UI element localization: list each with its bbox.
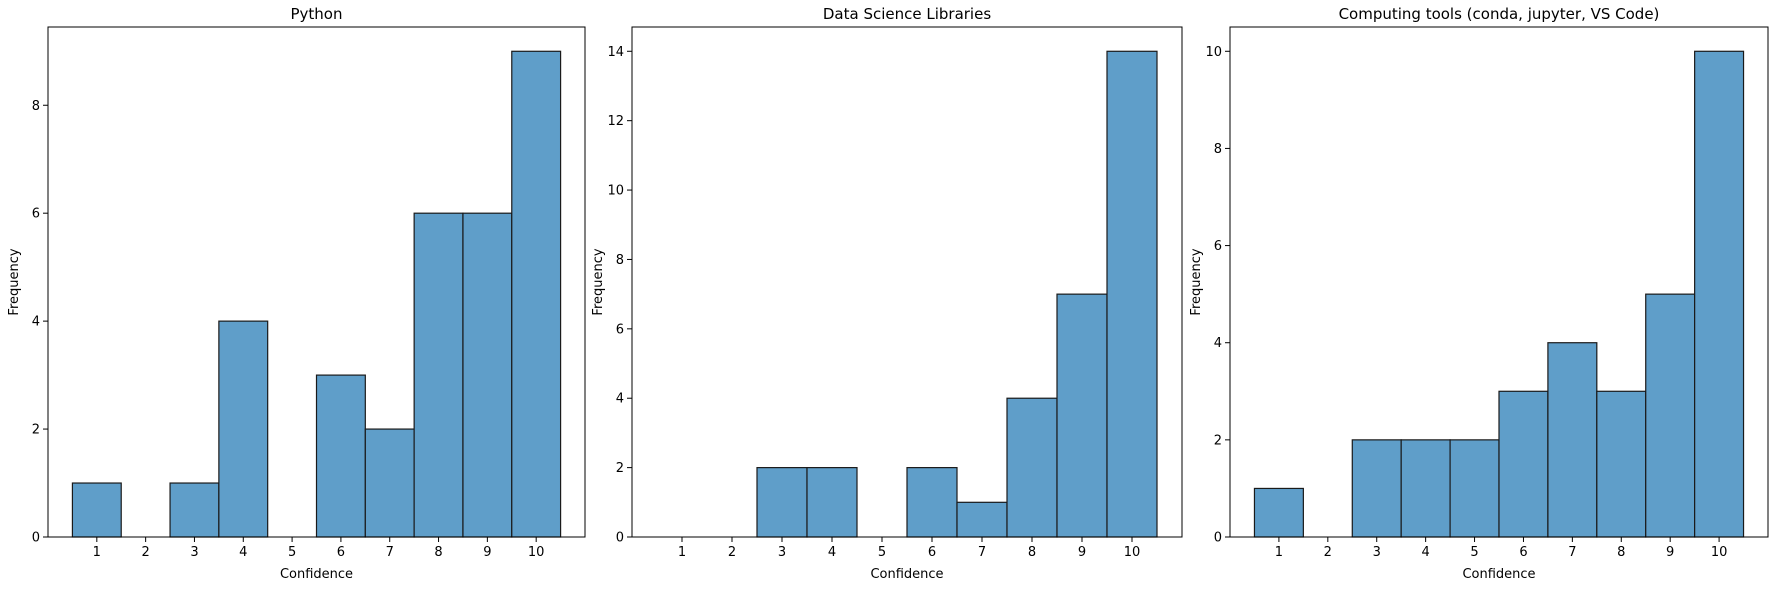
bars xyxy=(1253,50,1745,538)
y-tick-label: 2 xyxy=(616,461,624,476)
x-tick-label: 1 xyxy=(678,545,686,560)
x-tick-label: 7 xyxy=(386,545,394,560)
y-tick-label: 2 xyxy=(32,423,40,438)
x-tick-label: 1 xyxy=(93,545,101,560)
bar-confidence-9 xyxy=(1056,293,1108,538)
x-tick-label: 7 xyxy=(978,545,986,560)
x-tick-label: 6 xyxy=(337,545,345,560)
bar-confidence-3 xyxy=(756,467,808,538)
x-tick-label: 10 xyxy=(1124,545,1141,560)
bar-confidence-7 xyxy=(956,501,1008,538)
x-tick-label: 9 xyxy=(1666,545,1674,560)
bar-confidence-4 xyxy=(806,467,858,538)
y-tick-label: 8 xyxy=(32,99,40,114)
y-tick-label: 12 xyxy=(607,114,624,129)
bar-confidence-3 xyxy=(1351,439,1402,538)
bar-confidence-10 xyxy=(511,50,562,538)
plot-frame xyxy=(47,26,586,538)
x-tick-label: 3 xyxy=(778,545,786,560)
y-tick-label: 0 xyxy=(616,531,624,546)
bar-confidence-9 xyxy=(1645,293,1696,538)
bar-confidence-6 xyxy=(906,467,958,538)
y-axis-label: Frequency xyxy=(591,248,606,315)
plot-frame xyxy=(1229,26,1769,538)
chart-title: Python xyxy=(291,5,343,23)
bar-confidence-1 xyxy=(1253,487,1304,538)
bar-confidence-8 xyxy=(1596,390,1647,538)
y-axis-label: Frequency xyxy=(7,248,22,315)
x-axis-label: Confidence xyxy=(280,567,353,582)
x-tick-label: 6 xyxy=(928,545,936,560)
y-tick-label: 4 xyxy=(32,315,40,330)
bar-confidence-9 xyxy=(462,212,513,538)
x-tick-label: 1 xyxy=(1275,545,1283,560)
bar-confidence-6 xyxy=(315,374,366,538)
bar-confidence-4 xyxy=(1400,439,1451,538)
x-tick-label: 4 xyxy=(1421,545,1429,560)
plot-frame xyxy=(631,26,1183,538)
y-tick-label: 4 xyxy=(616,392,624,407)
x-tick-label: 7 xyxy=(1568,545,1576,560)
bars xyxy=(756,50,1158,538)
x-tick-label: 4 xyxy=(828,545,836,560)
bar-confidence-7 xyxy=(364,428,415,538)
ticks: 1 2 3 4 5 6 7 8 9 10 0 2 4 6 8 xyxy=(32,99,545,560)
bar-confidence-8 xyxy=(413,212,464,538)
ticks: 1 2 3 4 5 6 7 8 9 10 0 2 4 6 8 10 xyxy=(1205,45,1727,560)
chart-title: Computing tools (conda, jupyter, VS Code… xyxy=(1339,5,1660,23)
chart-python: Python Confidence Frequency 1 2 3 4 5 6 7 8 9 10 0… xyxy=(7,5,586,582)
bar-confidence-10 xyxy=(1694,50,1745,538)
x-tick-label: 5 xyxy=(878,545,886,560)
x-tick-label: 9 xyxy=(1078,545,1086,560)
y-tick-label: 10 xyxy=(1205,45,1222,60)
x-tick-label: 4 xyxy=(239,545,247,560)
y-tick-label: 8 xyxy=(1214,142,1222,157)
x-tick-label: 10 xyxy=(1711,545,1728,560)
bar-confidence-10 xyxy=(1106,50,1158,538)
x-tick-label: 6 xyxy=(1519,545,1527,560)
x-tick-label: 8 xyxy=(1617,545,1625,560)
x-axis-label: Confidence xyxy=(870,567,943,582)
y-tick-label: 6 xyxy=(616,322,624,337)
bar-confidence-6 xyxy=(1498,390,1549,538)
y-axis-label: Frequency xyxy=(1189,248,1204,315)
x-axis-label: Confidence xyxy=(1462,567,1535,582)
y-tick-label: 0 xyxy=(1214,531,1222,546)
bar-confidence-3 xyxy=(169,482,220,538)
x-tick-label: 10 xyxy=(528,545,545,560)
x-tick-label: 9 xyxy=(483,545,491,560)
y-tick-label: 2 xyxy=(1214,433,1222,448)
bar-confidence-5 xyxy=(1449,439,1500,538)
x-tick-label: 8 xyxy=(434,545,442,560)
chart-data-science-libraries: Data Science Libraries Confidence Freque… xyxy=(591,5,1183,582)
x-tick-label: 5 xyxy=(288,545,296,560)
y-tick-label: 10 xyxy=(607,184,624,199)
x-tick-label: 2 xyxy=(1324,545,1332,560)
y-tick-label: 6 xyxy=(32,207,40,222)
bar-confidence-8 xyxy=(1006,397,1058,538)
y-tick-label: 8 xyxy=(616,253,624,268)
bar-confidence-4 xyxy=(218,320,269,538)
chart-computing-tools: Computing tools (conda, jupyter, VS Code… xyxy=(1189,5,1769,582)
bar-confidence-1 xyxy=(71,482,122,538)
x-tick-label: 3 xyxy=(190,545,198,560)
y-tick-label: 14 xyxy=(607,45,624,60)
bar-confidence-7 xyxy=(1547,342,1598,538)
x-tick-label: 5 xyxy=(1470,545,1478,560)
x-tick-label: 3 xyxy=(1373,545,1381,560)
x-tick-label: 2 xyxy=(141,545,149,560)
y-tick-label: 0 xyxy=(32,531,40,546)
x-tick-label: 8 xyxy=(1028,545,1036,560)
bars xyxy=(71,50,562,538)
y-tick-label: 6 xyxy=(1214,239,1222,254)
x-tick-label: 2 xyxy=(728,545,736,560)
y-tick-label: 4 xyxy=(1214,336,1222,351)
chart-title: Data Science Libraries xyxy=(823,5,991,23)
